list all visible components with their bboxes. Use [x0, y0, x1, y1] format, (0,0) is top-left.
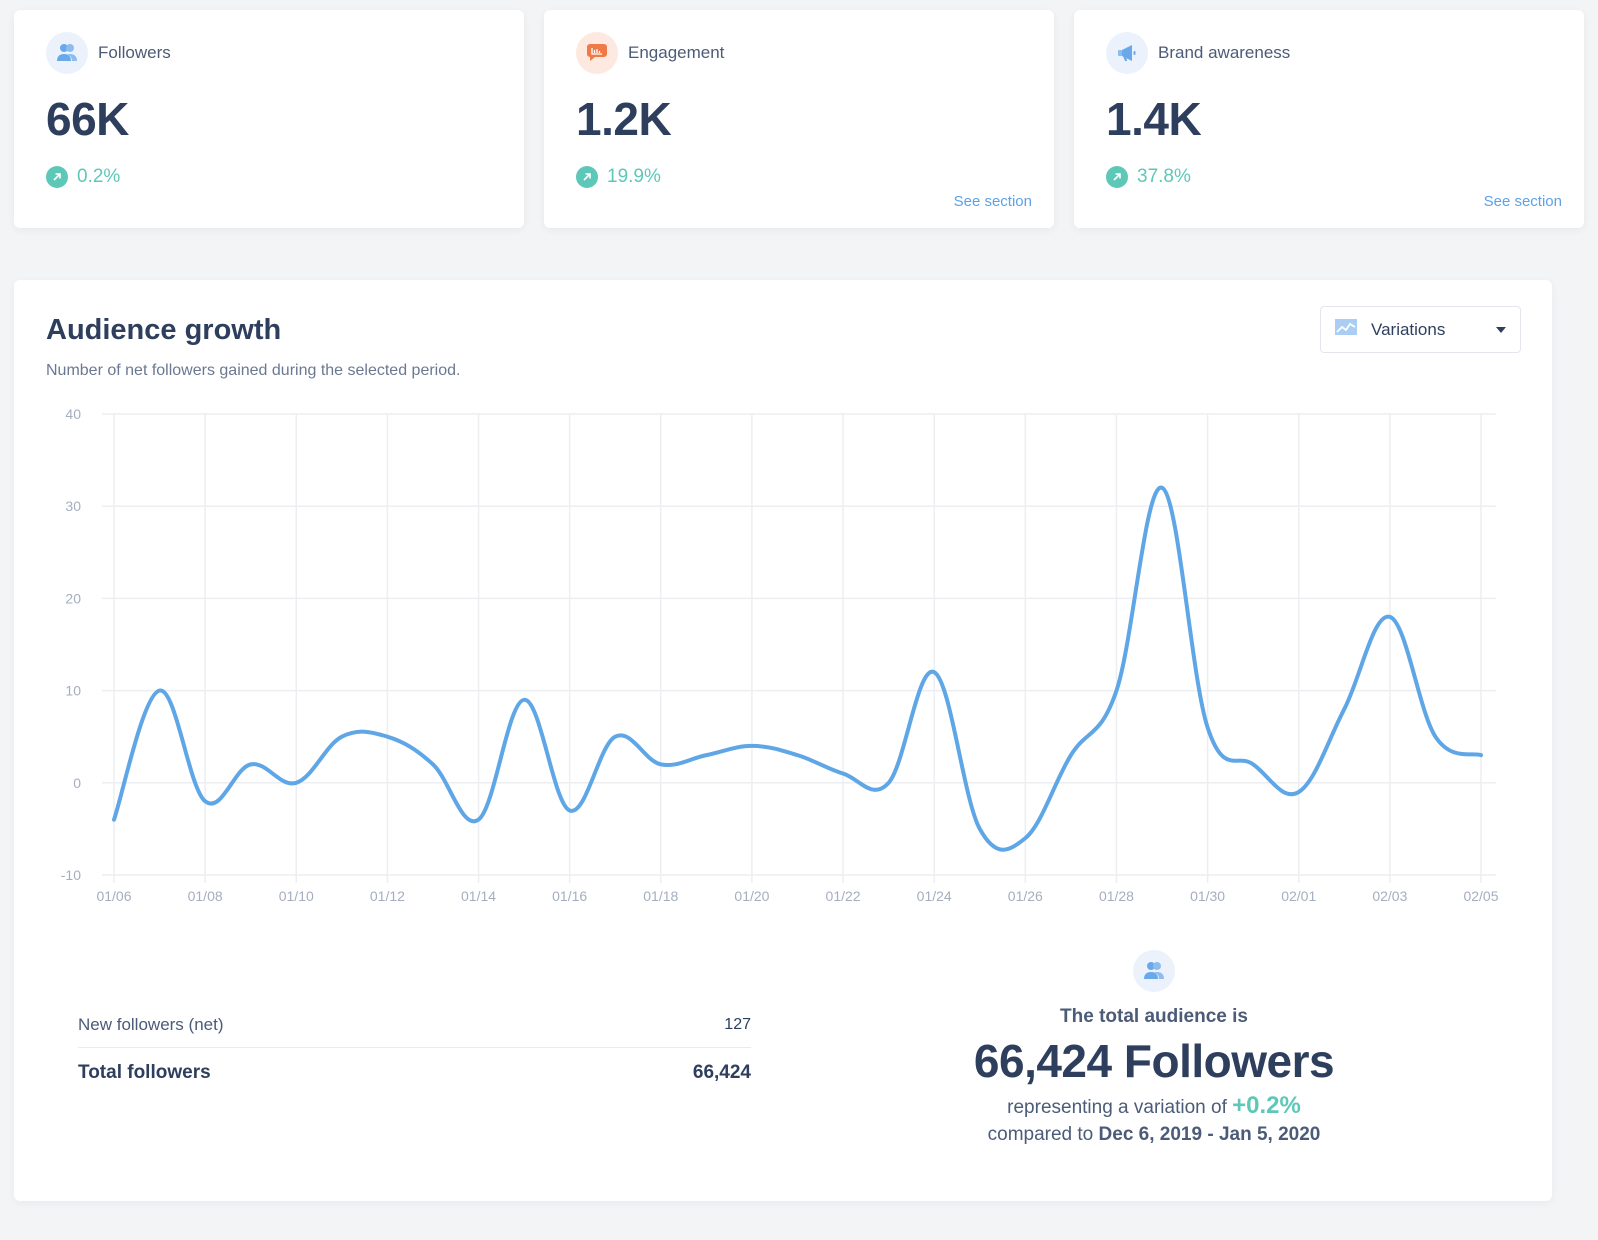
series-line-net-followers — [112, 485, 1483, 852]
summary-lead: The total audience is — [1060, 1006, 1248, 1027]
panel-title: Audience growth — [46, 314, 282, 346]
chart-mode-dropdown[interactable]: Variations — [1320, 306, 1521, 353]
y-tick-label: 20 — [65, 590, 81, 606]
x-tick-label: 01/22 — [826, 888, 861, 904]
kpi-label: Brand awareness — [1158, 43, 1291, 62]
kpi-card-engagement: Engagement 1.2K 19.9% See section — [544, 10, 1054, 228]
trend-up-icon — [1106, 166, 1128, 188]
kpi-label: Engagement — [628, 43, 725, 62]
stats-table: New followers (net) 127 Total followers … — [78, 1015, 751, 1084]
dropdown-selected: Variations — [1371, 319, 1446, 339]
caret-down-icon — [1496, 326, 1506, 333]
stat-value: 127 — [724, 1016, 751, 1033]
stat-row-new-followers: New followers (net) 127 — [78, 1015, 751, 1048]
variation-prefix: representing a variation of — [1007, 1097, 1227, 1118]
summary-compared-line: compared to Dec 6, 2019 - Jan 5, 2020 — [854, 1124, 1454, 1146]
line-chart-icon — [1335, 319, 1357, 340]
x-tick-label: 01/26 — [1008, 888, 1043, 904]
megaphone-icon — [1106, 32, 1148, 74]
compared-prefix: compared to — [987, 1124, 1094, 1145]
x-tick-label: 01/06 — [96, 888, 131, 904]
x-tick-label: 01/14 — [461, 888, 496, 904]
stat-value: 66,424 — [692, 1062, 751, 1083]
kpi-label: Followers — [98, 43, 171, 62]
y-tick-label: 30 — [65, 498, 81, 514]
stat-label: Total followers — [78, 1062, 211, 1083]
audience-growth-chart: 40 30 20 10 0 -10 01/06 01/08 01/10 01/12 01/14 01… — [61, 406, 1499, 904]
compared-range: Dec 6, 2019 - Jan 5, 2020 — [1098, 1124, 1321, 1145]
y-tick-label: -10 — [61, 867, 81, 883]
followers-icon — [1133, 950, 1175, 992]
x-tick-label: 01/10 — [279, 888, 314, 904]
x-tick-label: 01/08 — [188, 888, 223, 904]
x-tick-label: 01/18 — [643, 888, 678, 904]
stat-label: New followers (net) — [78, 1015, 224, 1034]
kpi-value: 1.4K — [1106, 93, 1202, 145]
audience-growth-panel: Audience growth Number of net followers … — [14, 280, 1552, 1201]
x-tick-label: 02/01 — [1281, 888, 1316, 904]
trend-value: 0.2% — [77, 166, 121, 187]
stat-row-total-followers: Total followers 66,424 — [78, 1048, 751, 1084]
x-tick-label: 02/03 — [1372, 888, 1407, 904]
kpi-card-followers: Followers 66K 0.2% — [14, 10, 524, 228]
x-tick-label: 01/20 — [734, 888, 769, 904]
x-tick-label: 02/05 — [1463, 888, 1498, 904]
kpi-card-brand-awareness: Brand awareness 1.4K 37.8% See section — [1074, 10, 1584, 228]
trend-up-icon — [46, 166, 68, 188]
trend-value: 37.8% — [1137, 166, 1191, 187]
summary-variation-line: representing a variation of +0.2% — [854, 1092, 1454, 1120]
followers-icon — [46, 32, 88, 74]
kpi-row: Followers 66K 0.2% Engagement 1.2K 19.9%… — [14, 10, 1584, 228]
summary-total: 66,424 Followers — [973, 1035, 1335, 1087]
kpi-value: 66K — [46, 93, 129, 145]
see-section-link[interactable]: See section — [953, 193, 1032, 210]
y-tick-label: 40 — [65, 406, 81, 422]
y-tick-label: 0 — [73, 775, 81, 791]
trend-up-icon — [576, 166, 598, 188]
x-tick-label: 01/16 — [552, 888, 587, 904]
x-tick-label: 01/30 — [1190, 888, 1225, 904]
variation-value: +0.2% — [1232, 1092, 1301, 1119]
x-tick-label: 01/12 — [370, 888, 405, 904]
kpi-value: 1.2K — [576, 93, 672, 145]
x-tick-label: 01/28 — [1099, 888, 1134, 904]
y-tick-label: 10 — [65, 683, 81, 699]
engagement-chat-icon — [576, 32, 618, 74]
see-section-link[interactable]: See section — [1483, 193, 1562, 210]
audience-summary: The total audience is 66,424 Followers r… — [854, 950, 1454, 1146]
x-tick-label: 01/24 — [917, 888, 952, 904]
trend-value: 19.9% — [607, 166, 661, 187]
panel-subtitle: Number of net followers gained during th… — [46, 362, 461, 379]
